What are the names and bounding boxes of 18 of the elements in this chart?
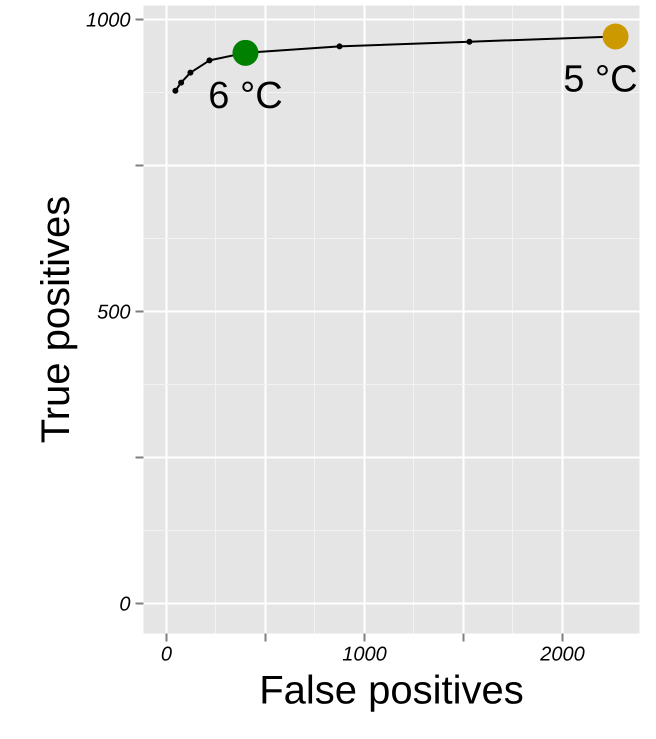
point: [466, 38, 472, 45]
point: [602, 23, 629, 50]
y-tick-label: 0: [119, 594, 130, 616]
point: [172, 88, 178, 94]
x-tick-label: 0: [160, 644, 172, 666]
x-tick-label: 1000: [342, 644, 387, 666]
point: [336, 43, 343, 50]
annotation: 6 °C: [208, 74, 283, 117]
x-tick-label: 2000: [539, 644, 585, 666]
y-axis-title: True positives: [34, 196, 78, 444]
x-axis-title: False positives: [259, 668, 524, 712]
point: [232, 40, 258, 66]
point: [187, 70, 194, 76]
y-tick-label: 1000: [86, 10, 131, 32]
point: [178, 80, 184, 86]
y-tick-label: 500: [97, 302, 131, 324]
annotation: 5 °C: [563, 58, 638, 100]
point: [206, 57, 212, 64]
